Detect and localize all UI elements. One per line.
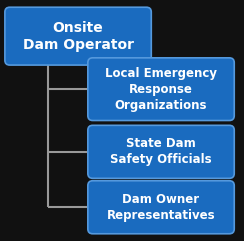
FancyBboxPatch shape: [88, 125, 234, 178]
FancyBboxPatch shape: [5, 7, 151, 65]
FancyBboxPatch shape: [88, 58, 234, 120]
Text: Local Emergency
Response
Organizations: Local Emergency Response Organizations: [105, 67, 217, 112]
Text: Onsite
Dam Operator: Onsite Dam Operator: [23, 20, 133, 52]
Text: Dam Owner
Representatives: Dam Owner Representatives: [107, 193, 215, 222]
Text: State Dam
Safety Officials: State Dam Safety Officials: [110, 137, 212, 166]
FancyBboxPatch shape: [88, 181, 234, 234]
